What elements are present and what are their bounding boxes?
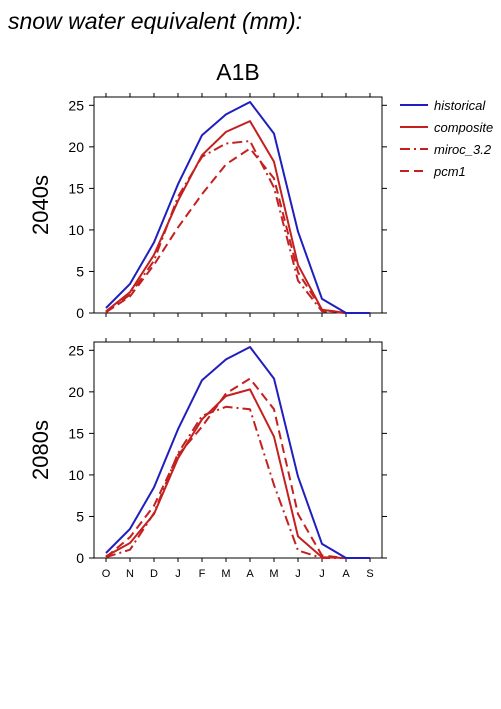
legend: historical composite miroc_3.2 pcm1 bbox=[400, 98, 493, 179]
y-axis-label: 2080s bbox=[28, 420, 53, 480]
y-axis-label: 2040s bbox=[28, 175, 53, 235]
legend-label: miroc_3.2 bbox=[434, 142, 492, 157]
y-tick-label: 25 bbox=[68, 342, 84, 358]
series-line-miroc-3-2 bbox=[105, 140, 370, 314]
x-tick-label: N bbox=[126, 568, 134, 580]
series-line-composite bbox=[105, 388, 370, 559]
y-tick-label: 25 bbox=[68, 97, 84, 113]
y-tick-label: 15 bbox=[68, 180, 84, 196]
x-tick-label: O bbox=[102, 568, 111, 580]
y-tick-label: 5 bbox=[76, 263, 84, 279]
series-line-historical bbox=[105, 346, 370, 559]
y-tick-label: 0 bbox=[76, 305, 84, 321]
scenario-title: A1B bbox=[216, 59, 259, 85]
plot-frame bbox=[93, 341, 383, 559]
y-tick-label: 15 bbox=[68, 425, 84, 441]
x-tick-label: A bbox=[342, 568, 350, 580]
plot-frame bbox=[93, 96, 383, 314]
x-tick-label: J bbox=[319, 568, 325, 580]
chart-panels: 0 5 10 15 20 25 2040s 0 5 10 15 20 25 O N D J F M A M J J A S 208… bbox=[28, 93, 387, 580]
legend-label: historical bbox=[434, 98, 486, 113]
panel-2080s: 0 5 10 15 20 25 O N D J F M A M J J A S 2080s bbox=[28, 338, 387, 580]
y-tick-label: 0 bbox=[76, 550, 84, 566]
x-tick-label: J bbox=[295, 568, 301, 580]
series-line-miroc-3-2 bbox=[105, 405, 370, 559]
legend-label: composite bbox=[434, 120, 493, 135]
panel-2040s: 0 5 10 15 20 25 2040s bbox=[28, 93, 387, 321]
page-title: snow water equivalent (mm): bbox=[8, 8, 302, 34]
x-tick-label: J bbox=[175, 568, 181, 580]
y-tick-label: 20 bbox=[68, 384, 84, 400]
x-tick-label: S bbox=[366, 568, 373, 580]
x-tick-label: M bbox=[221, 568, 230, 580]
series-line-pcm1 bbox=[105, 377, 370, 559]
legend-label: pcm1 bbox=[433, 164, 466, 179]
y-tick-label: 5 bbox=[76, 508, 84, 524]
x-tick-label: D bbox=[150, 568, 158, 580]
y-tick-label: 10 bbox=[68, 222, 84, 238]
x-tick-label: M bbox=[269, 568, 278, 580]
x-tick-label: A bbox=[246, 568, 254, 580]
y-tick-label: 20 bbox=[68, 139, 84, 155]
x-tick-label: F bbox=[199, 568, 206, 580]
y-tick-label: 10 bbox=[68, 467, 84, 483]
series-line-composite bbox=[105, 120, 370, 314]
series-line-pcm1 bbox=[105, 147, 370, 314]
series-line-historical bbox=[105, 101, 370, 314]
